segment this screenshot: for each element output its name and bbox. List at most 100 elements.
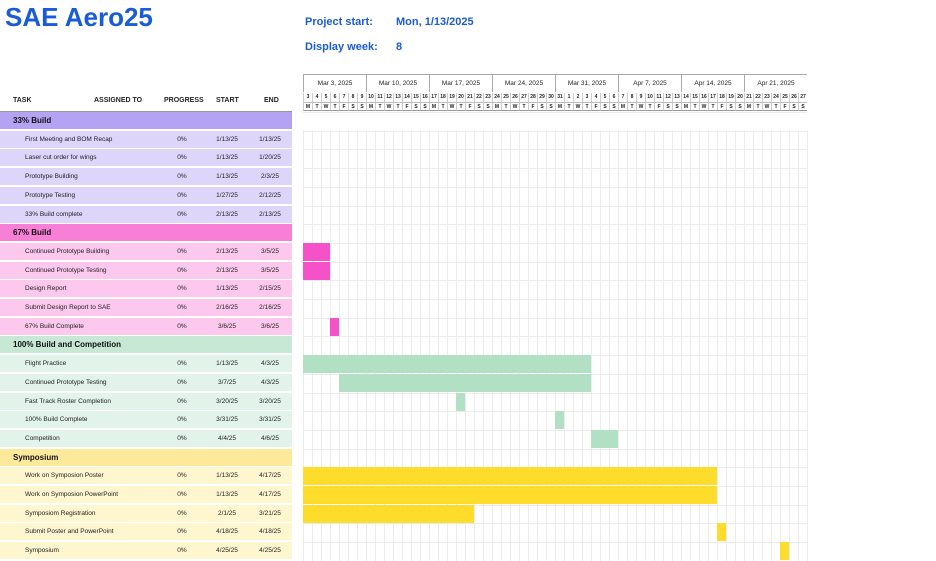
group-row[interactable]: Symposium [0,448,292,467]
display-week-value[interactable]: 8 [396,41,403,53]
day-number: 14 [402,93,411,102]
task-end: 2/16/25 [259,304,281,311]
task-start: 1/27/25 [216,191,238,199]
table-row[interactable]: Symposiom Registration 0% 2/1/25 3/21/25 [0,504,292,523]
table-row[interactable]: 67% Build Complete 0% 3/6/25 3/6/25 [0,317,292,336]
task-bar[interactable] [303,242,330,261]
grid-line [303,542,807,544]
task-bar[interactable] [303,486,717,504]
table-row[interactable]: Symposium 0% 4/25/25 4/25/25 [0,542,292,561]
table-row[interactable]: Submit Poster and PowerPoint 0% 4/18/25 4/1… [0,523,292,542]
table-row[interactable]: Work on Symposion Poster 0% 1/13/25 4/17/25 [0,467,292,486]
table-row[interactable]: Submit Design Report to SAE 0% 2/16/25 2/16… [0,299,292,317]
task-bar[interactable] [303,467,717,486]
day-letter: S [789,102,798,111]
day-letter: M [618,102,627,111]
grid-line [402,130,403,561]
task-start: 4/4/25 [217,434,237,442]
task-start: 4/18/25 [216,528,238,536]
day-letter: S [411,102,420,111]
column-header-task: TASK [13,97,32,104]
group-name: Symposium [13,452,59,462]
grid-line [303,448,807,450]
group-row[interactable]: 33% Build [0,112,292,130]
grid-line [393,130,394,561]
task-bar[interactable] [456,392,465,411]
table-row[interactable]: Laser cut order for wings 0% 1/13/25 1/20/2… [0,149,292,168]
day-letter: S [420,102,429,111]
grid-line [762,130,763,561]
project-start-value[interactable]: Mon, 1/13/2025 [396,16,474,28]
task-bar[interactable] [339,373,591,392]
day-letter: T [501,102,510,111]
day-number: 24 [771,93,780,102]
grid-line [420,130,421,561]
day-number: 18 [438,93,447,102]
task-name: 67% Build Complete [25,322,84,330]
task-name: Prototype Building [25,173,78,181]
grid-line [726,130,727,561]
task-end: 4/3/25 [260,360,280,368]
task-start: 1/13/25 [216,491,238,498]
task-name: Submit Poster and PowerPoint [25,528,114,536]
task-bar[interactable] [303,355,591,374]
task-progress: 0% [177,285,187,293]
day-letter: T [393,102,402,111]
column-header-start: START [216,97,239,104]
day-letter: F [591,102,600,111]
day-letter: M [303,102,312,111]
week-header: Mar 24, 2025 [492,74,555,92]
task-bar[interactable] [555,411,564,430]
table-row[interactable]: 100% Build Complete 0% 3/31/25 3/31/25 [0,411,292,430]
task-bar[interactable] [303,504,474,523]
day-letter: T [456,102,465,111]
group-row[interactable]: 100% Build and Competition [0,336,292,355]
task-name: Laser cut order for wings [25,154,97,162]
task-start: 2/1/25 [217,509,237,517]
table-row[interactable]: Prototype Building 0% 1/13/25 2/3/25 [0,168,292,187]
table-row[interactable]: 33% Build complete 0% 2/13/25 2/13/25 [0,205,292,224]
day-number: 20 [456,93,465,102]
task-bar[interactable] [330,317,339,336]
grid-line [501,130,502,561]
grid-line [456,130,457,561]
task-bar[interactable] [591,429,618,448]
table-row[interactable]: Continued Prototype Testing 0% 3/7/25 4/3/2… [0,373,292,392]
task-name: Prototype Testing [25,191,76,199]
grid-line [321,130,322,561]
table-row[interactable]: Design Report 0% 1/13/25 2/15/25 [0,280,292,299]
table-row[interactable]: Flight Practice 0% 1/13/25 4/3/25 [0,355,292,374]
task-bar[interactable] [780,542,789,561]
grid-line [303,186,807,188]
task-progress: 0% [177,472,187,480]
task-end: 2/3/25 [260,173,280,181]
table-row[interactable]: Fast Track Roster Completion 0% 3/20/25 3/2… [0,392,292,411]
grid-line [771,130,772,561]
day-number: 8 [348,93,357,102]
task-bar[interactable] [717,523,726,542]
task-bar[interactable] [303,261,330,280]
grid-line [303,112,807,113]
day-letter: T [627,102,636,111]
day-letter: M [366,102,375,111]
day-letter: S [735,102,744,111]
task-end: 2/13/25 [259,210,281,218]
grid-line [510,130,511,561]
day-number: 19 [726,93,735,102]
table-row[interactable]: Work on Symposion PowerPoint 0% 1/13/25 4/1… [0,486,292,504]
group-row[interactable]: 67% Build [0,224,292,243]
table-row[interactable]: Prototype Testing 0% 1/27/25 2/12/25 [0,186,292,205]
day-letter: M [555,102,564,111]
table-row[interactable]: Competition 0% 4/4/25 4/6/25 [0,429,292,448]
day-letter: S [663,102,672,111]
grid-line [753,130,754,561]
day-number: 1 [564,93,573,102]
table-row[interactable]: Continued Prototype Building 0% 2/13/25 3/5… [0,242,292,261]
task-start: 1/13/25 [216,360,238,368]
day-letter: W [447,102,456,111]
table-row[interactable]: First Meeting and BOM Recap 0% 1/13/25 1/13… [0,130,292,149]
grid-line [303,429,807,431]
table-row[interactable]: Continued Prototype Testing 0% 2/13/25 3/5/… [0,261,292,280]
day-letter: M [492,102,501,111]
day-number: 26 [510,93,519,102]
